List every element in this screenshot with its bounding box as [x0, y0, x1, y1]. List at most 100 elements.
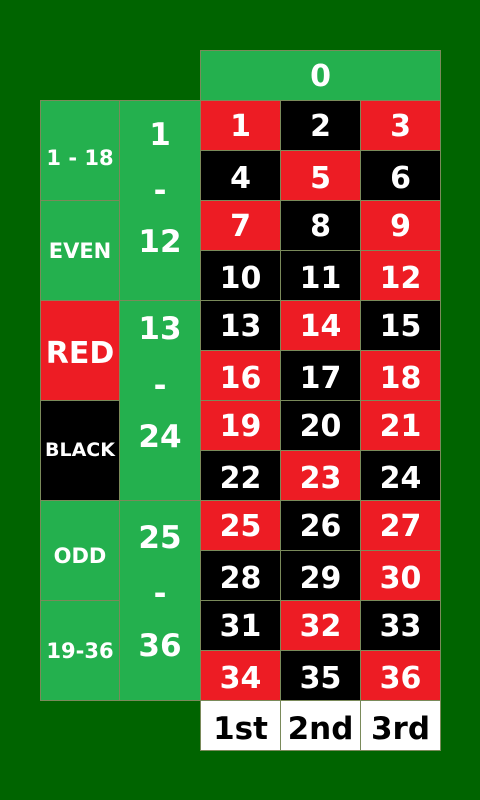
- number-label: 26: [299, 509, 342, 544]
- number-cell-11[interactable]: 11: [280, 250, 361, 301]
- number-cell-3[interactable]: 3: [360, 100, 441, 151]
- number-label: 6: [390, 161, 411, 196]
- dozen-1-top: 1: [149, 117, 171, 153]
- number-label: 30: [379, 561, 422, 596]
- number-label: 28: [219, 561, 262, 596]
- number-cell-33[interactable]: 33: [360, 600, 441, 651]
- bet-19-36[interactable]: 19-36: [40, 600, 120, 701]
- number-label: 34: [219, 661, 262, 696]
- bet-odd[interactable]: ODD: [40, 500, 120, 601]
- number-label: 11: [299, 261, 342, 296]
- number-cell-8[interactable]: 8: [280, 200, 361, 251]
- dozen-3-dash: -: [153, 576, 167, 612]
- number-cell-13[interactable]: 13: [200, 300, 281, 351]
- number-label: 27: [379, 509, 422, 544]
- dozen-3-top: 25: [138, 520, 182, 556]
- number-cell-30[interactable]: 30: [360, 550, 441, 601]
- dozen-1[interactable]: 1 - 12: [119, 100, 201, 301]
- number-label: 9: [390, 209, 411, 244]
- number-label: 25: [219, 509, 262, 544]
- column-2nd[interactable]: 2nd: [280, 700, 361, 751]
- number-label: 36: [379, 661, 422, 696]
- number-cell-7[interactable]: 7: [200, 200, 281, 251]
- bet-1-18[interactable]: 1 - 18: [40, 100, 120, 201]
- dozen-2-dash: -: [153, 368, 167, 404]
- number-cell-15[interactable]: 15: [360, 300, 441, 351]
- number-label: 18: [379, 361, 422, 396]
- number-label: 12: [379, 261, 422, 296]
- dozen-1-dash: -: [153, 173, 167, 209]
- dozen-3[interactable]: 25 - 36: [119, 500, 201, 701]
- bet-even[interactable]: EVEN: [40, 200, 120, 301]
- bet-odd-label: ODD: [53, 544, 107, 568]
- column-3rd-label: 3rd: [370, 711, 431, 747]
- number-cell-1[interactable]: 1: [200, 100, 281, 151]
- number-cell-23[interactable]: 23: [280, 450, 361, 501]
- number-cell-14[interactable]: 14: [280, 300, 361, 351]
- dozen-1-bottom: 12: [138, 224, 182, 260]
- number-cell-10[interactable]: 10: [200, 250, 281, 301]
- bet-black[interactable]: BLACK: [40, 400, 120, 501]
- number-label: 29: [299, 561, 342, 596]
- number-label: 15: [379, 309, 422, 344]
- zero-label: 0: [310, 59, 331, 94]
- number-cell-36[interactable]: 36: [360, 650, 441, 701]
- number-label: 7: [230, 209, 251, 244]
- number-label: 5: [310, 161, 331, 196]
- number-cell-18[interactable]: 18: [360, 350, 441, 401]
- number-cell-25[interactable]: 25: [200, 500, 281, 551]
- number-label: 3: [390, 109, 411, 144]
- dozen-2-top: 13: [138, 311, 182, 347]
- number-label: 8: [310, 209, 331, 244]
- number-cell-28[interactable]: 28: [200, 550, 281, 601]
- number-cell-32[interactable]: 32: [280, 600, 361, 651]
- number-cell-35[interactable]: 35: [280, 650, 361, 701]
- number-label: 20: [299, 409, 342, 444]
- zero-cell[interactable]: 0: [200, 50, 441, 101]
- dozen-3-bottom: 36: [138, 628, 182, 664]
- number-label: 22: [219, 461, 262, 496]
- number-cell-29[interactable]: 29: [280, 550, 361, 601]
- number-label: 10: [219, 261, 262, 296]
- number-label: 1: [230, 109, 251, 144]
- number-cell-16[interactable]: 16: [200, 350, 281, 401]
- bet-19-36-label: 19-36: [46, 639, 114, 663]
- number-cell-2[interactable]: 2: [280, 100, 361, 151]
- number-cell-26[interactable]: 26: [280, 500, 361, 551]
- number-label: 19: [219, 409, 262, 444]
- number-cell-12[interactable]: 12: [360, 250, 441, 301]
- dozen-2-bottom: 24: [138, 419, 182, 455]
- number-label: 33: [379, 609, 422, 644]
- number-cell-21[interactable]: 21: [360, 400, 441, 451]
- bet-red[interactable]: RED: [40, 300, 120, 401]
- number-label: 14: [299, 309, 342, 344]
- number-cell-34[interactable]: 34: [200, 650, 281, 701]
- number-cell-20[interactable]: 20: [280, 400, 361, 451]
- column-1st[interactable]: 1st: [200, 700, 281, 751]
- number-cell-17[interactable]: 17: [280, 350, 361, 401]
- number-cell-31[interactable]: 31: [200, 600, 281, 651]
- bet-black-label: BLACK: [45, 439, 115, 461]
- number-label: 31: [219, 609, 262, 644]
- number-cell-27[interactable]: 27: [360, 500, 441, 551]
- number-cell-4[interactable]: 4: [200, 150, 281, 201]
- number-cell-9[interactable]: 9: [360, 200, 441, 251]
- number-label: 35: [299, 661, 342, 696]
- number-label: 32: [299, 609, 342, 644]
- number-label: 16: [219, 361, 262, 396]
- dozen-2[interactable]: 13 - 24: [119, 300, 201, 501]
- number-cell-5[interactable]: 5: [280, 150, 361, 201]
- number-label: 2: [310, 109, 331, 144]
- number-label: 17: [299, 361, 342, 396]
- column-3rd[interactable]: 3rd: [360, 700, 441, 751]
- number-cell-19[interactable]: 19: [200, 400, 281, 451]
- number-cell-6[interactable]: 6: [360, 150, 441, 201]
- number-label: 13: [219, 309, 262, 344]
- number-cell-24[interactable]: 24: [360, 450, 441, 501]
- bet-red-label: RED: [45, 336, 115, 371]
- number-cell-22[interactable]: 22: [200, 450, 281, 501]
- column-2nd-label: 2nd: [287, 711, 354, 747]
- number-label: 23: [299, 461, 342, 496]
- number-label: 4: [230, 161, 251, 196]
- number-label: 21: [379, 409, 422, 444]
